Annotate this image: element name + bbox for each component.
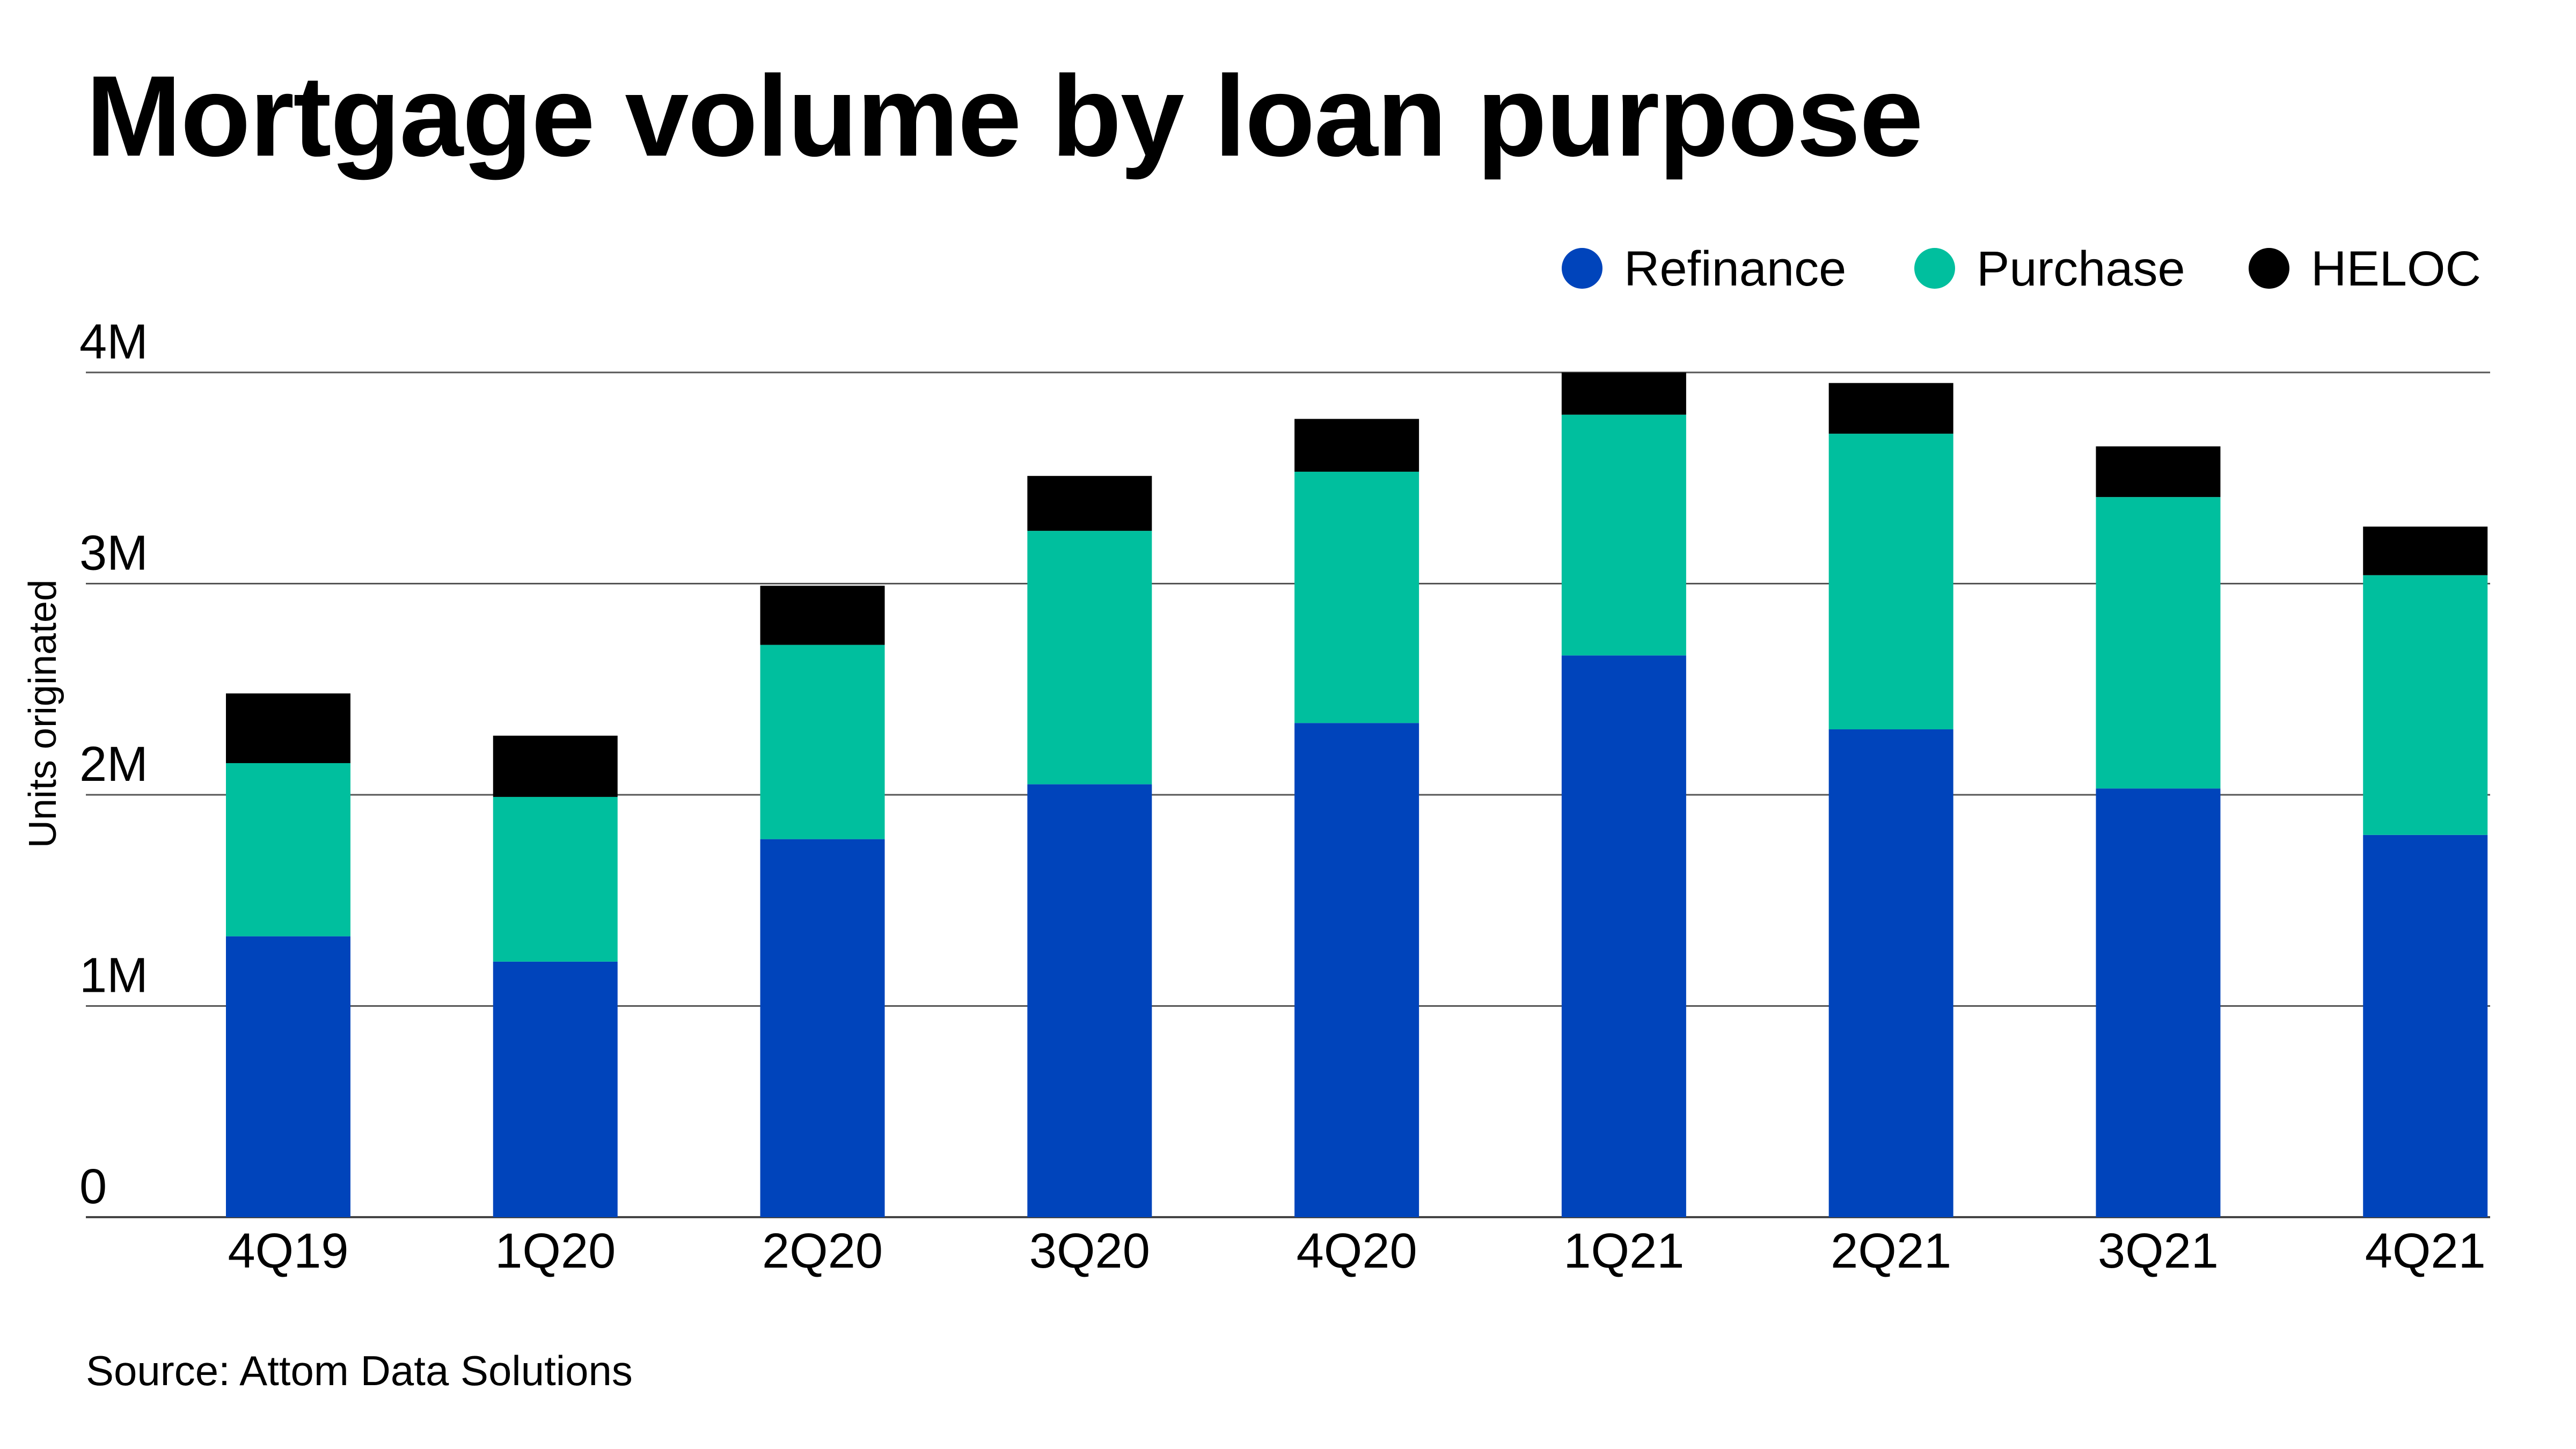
bar-segment-heloc-4q20: [1294, 419, 1419, 472]
legend-marker-purchase: [1914, 248, 1955, 289]
bar-segment-refinance-1q20: [493, 961, 618, 1217]
bar-segment-refinance-1q21: [1561, 655, 1686, 1217]
y-tick-label: 3M: [79, 526, 148, 581]
legend-marker-refinance: [1562, 248, 1602, 289]
y-tick-label: 0: [79, 1159, 107, 1214]
bars: [226, 372, 2488, 1217]
x-tick-label: 3Q20: [1029, 1224, 1150, 1278]
bar-segment-refinance-2q20: [760, 839, 885, 1217]
bar-segment-purchase-2q21: [1828, 434, 1953, 730]
legend-marker-heloc: [2249, 248, 2289, 289]
legend-label-purchase: Purchase: [1977, 241, 2185, 296]
bar-segment-purchase-3q20: [1027, 531, 1152, 785]
chart-title: Mortgage volume by loan purpose: [86, 52, 1923, 180]
bar-segment-refinance-2q21: [1828, 729, 1953, 1217]
y-tick-label: 2M: [79, 737, 148, 792]
y-tick-label: 4M: [79, 314, 148, 369]
bar-segment-purchase-4q19: [226, 763, 350, 936]
y-axis-title: Units originated: [21, 580, 64, 848]
x-tick-label: 1Q20: [495, 1224, 616, 1278]
y-tick-label: 1M: [79, 948, 148, 1003]
legend-label-heloc: HELOC: [2311, 241, 2481, 296]
bar-segment-purchase-2q20: [760, 645, 885, 839]
bar-segment-heloc-1q21: [1561, 372, 1686, 415]
bar-segment-heloc-1q20: [493, 735, 618, 797]
x-tick-label: 2Q21: [1831, 1224, 1951, 1278]
bar-segment-refinance-3q20: [1027, 784, 1152, 1217]
bar-segment-purchase-4q21: [2363, 575, 2488, 835]
gridlines: 0 1M 2M 3M 4M: [79, 314, 2490, 1218]
bar-segment-purchase-1q20: [493, 796, 618, 962]
legend-label-refinance: Refinance: [1624, 241, 1846, 296]
bar-segment-heloc-4q21: [2363, 526, 2488, 575]
x-tick-label: 3Q21: [2098, 1224, 2219, 1278]
legend: Refinance Purchase HELOC: [1562, 241, 2481, 296]
bar-segment-purchase-3q21: [2096, 497, 2221, 789]
bar-segment-heloc-3q20: [1027, 475, 1152, 531]
x-tick-label: 4Q20: [1297, 1224, 1417, 1278]
bar-segment-refinance-4q19: [226, 936, 350, 1217]
x-tick-label: 4Q19: [228, 1224, 348, 1278]
x-tick-label: 1Q21: [1563, 1224, 1684, 1278]
bar-segment-purchase-1q21: [1561, 414, 1686, 656]
bar-segment-purchase-4q20: [1294, 471, 1419, 723]
bar-segment-refinance-4q21: [2363, 835, 2488, 1217]
bar-segment-heloc-2q20: [760, 586, 885, 645]
bar-segment-heloc-3q21: [2096, 446, 2221, 497]
bar-segment-heloc-4q19: [226, 693, 350, 763]
x-tick-label: 2Q20: [762, 1224, 883, 1278]
axes: Units originated 4Q19 1Q20 2Q20 3Q20 4Q20 1Q2…: [21, 580, 2486, 1278]
bar-segment-heloc-2q21: [1828, 383, 1953, 434]
bar-segment-refinance-4q20: [1294, 723, 1419, 1217]
bar-segment-refinance-3q21: [2096, 788, 2221, 1217]
source-note: Source: Attom Data Solutions: [86, 1347, 633, 1394]
x-tick-label: 4Q21: [2365, 1224, 2486, 1278]
